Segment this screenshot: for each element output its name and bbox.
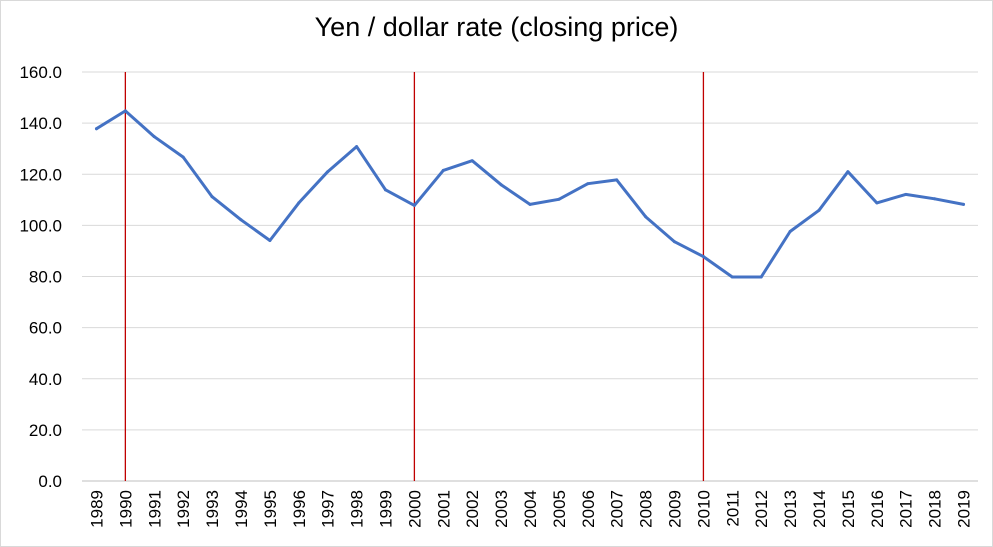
x-tick-label: 1999 [376, 490, 395, 528]
x-tick-label: 2012 [752, 490, 771, 528]
data-point [441, 168, 445, 172]
data-point [615, 178, 619, 182]
y-axis-ticks: 0.0 20.0 40.0 60.0 80.0 100.0 120.0 140.0 160.0 [19, 63, 62, 491]
x-tick-label: 1997 [319, 490, 338, 528]
x-tick-label: 2007 [608, 490, 627, 528]
x-tick-label: 2013 [781, 490, 800, 528]
data-point [673, 240, 677, 244]
x-tick-label: 2008 [637, 490, 656, 528]
x-tick-label: 2006 [579, 490, 598, 528]
data-point [499, 183, 503, 187]
x-tick-label: 1996 [290, 490, 309, 528]
series-line [95, 109, 965, 279]
data-point [152, 135, 156, 139]
x-tick-label: 1998 [348, 490, 367, 528]
y-tick-label: 20.0 [29, 421, 62, 440]
data-point [94, 127, 98, 131]
data-point [586, 182, 590, 186]
x-tick-label: 1989 [87, 490, 106, 528]
y-tick-label: 60.0 [29, 319, 62, 338]
y-tick-label: 0.0 [38, 472, 62, 491]
data-point [239, 218, 243, 222]
x-tick-label: 1993 [203, 490, 222, 528]
x-tick-label: 2002 [463, 490, 482, 528]
y-tick-label: 40.0 [29, 370, 62, 389]
data-point [528, 202, 532, 206]
x-tick-label: 2014 [810, 490, 829, 528]
data-point [355, 145, 359, 149]
x-tick-label: 1991 [145, 490, 164, 528]
x-axis-ticks: 1989 1990 1991 1992 1993 1994 1995 1996 1997 1998… [87, 490, 973, 528]
data-point [730, 275, 734, 279]
data-point [268, 238, 272, 242]
x-tick-label: 1994 [232, 490, 251, 528]
gridlines [82, 71, 978, 482]
x-tick-label: 2019 [955, 490, 974, 528]
x-tick-label: 1990 [116, 490, 135, 528]
data-point [904, 192, 908, 196]
x-tick-label: 2016 [868, 490, 887, 528]
x-tick-label: 2003 [492, 490, 511, 528]
data-point [759, 275, 763, 279]
data-point [933, 197, 937, 201]
x-tick-label: 2011 [723, 490, 742, 527]
y-tick-label: 160.0 [19, 63, 62, 82]
x-tick-label: 2017 [897, 490, 916, 528]
x-tick-label: 1995 [261, 490, 280, 528]
y-tick-label: 140.0 [19, 114, 62, 133]
data-point [701, 255, 705, 259]
x-tick-label: 2000 [405, 490, 424, 528]
data-point [962, 202, 966, 206]
series-group [94, 109, 966, 279]
data-point [297, 201, 301, 205]
data-point [181, 155, 185, 159]
data-point [383, 188, 387, 192]
x-tick-label: 1992 [174, 490, 193, 528]
data-point [412, 203, 416, 207]
x-tick-label: 2018 [926, 490, 945, 528]
x-tick-label: 2010 [694, 490, 713, 528]
y-tick-label: 100.0 [19, 216, 62, 235]
data-point [210, 195, 214, 199]
y-tick-label: 120.0 [19, 165, 62, 184]
data-point [123, 109, 127, 113]
x-tick-label: 2004 [521, 490, 540, 528]
x-tick-label: 2009 [666, 490, 685, 528]
data-point [557, 197, 561, 201]
x-tick-label: 2001 [434, 490, 453, 528]
data-point [846, 170, 850, 174]
y-tick-label: 80.0 [29, 268, 62, 287]
data-point [875, 201, 879, 205]
chart-title: Yen / dollar rate (closing price) [314, 12, 679, 42]
data-point [817, 208, 821, 212]
data-point [470, 159, 474, 163]
x-tick-label: 2015 [839, 490, 858, 528]
data-point [326, 170, 330, 174]
data-point [644, 215, 648, 219]
data-point [788, 230, 792, 234]
x-tick-label: 2005 [550, 490, 569, 528]
vertical-markers [124, 72, 705, 481]
